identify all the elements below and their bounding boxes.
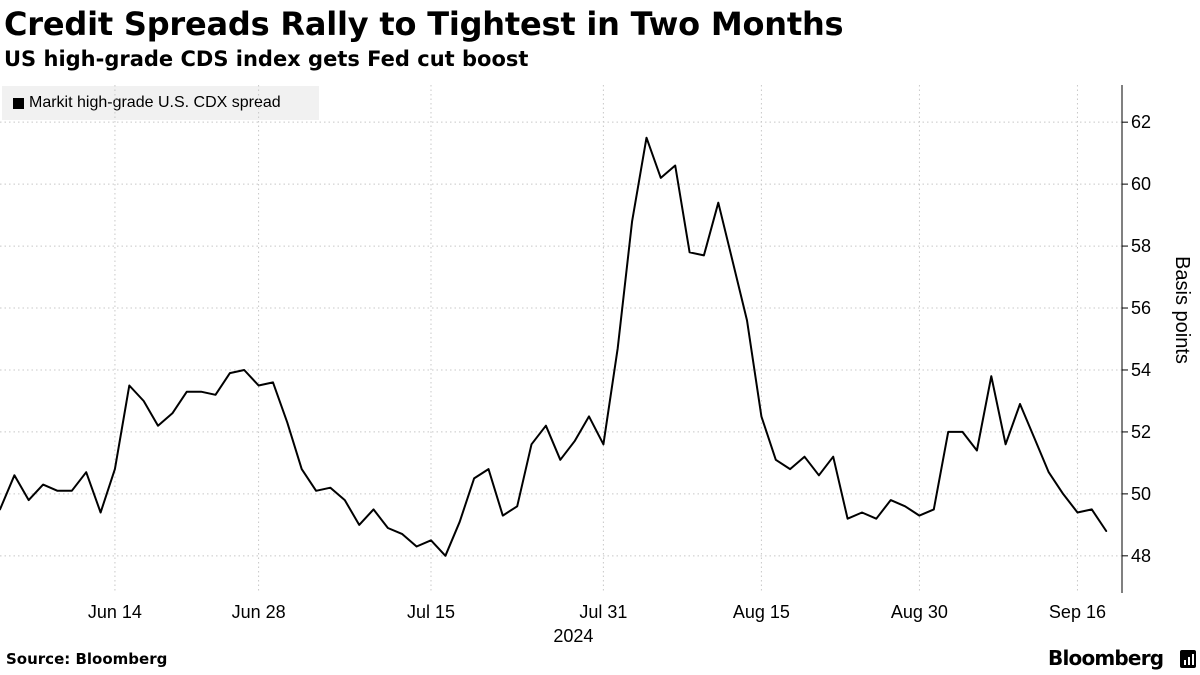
legend-label: Markit high-grade U.S. CDX spread — [29, 94, 281, 111]
x-tick-label: Jul 15 — [407, 602, 455, 622]
bloomberg-terminal-icon — [1180, 650, 1196, 668]
source-note: Source: Bloomberg — [6, 650, 168, 668]
x-tick-label: Sep 16 — [1049, 602, 1106, 622]
x-axis-year-label: 2024 — [553, 626, 593, 646]
x-tick-label: Aug 30 — [891, 602, 948, 622]
series-line-0 — [0, 136, 1108, 557]
axes: 48 50 52 54 56 58 60 62 Jun 14 Jun 28 Jul 15 Jul 3… — [88, 85, 1193, 646]
y-tick-label: 50 — [1131, 484, 1151, 504]
y-tick-label: 60 — [1131, 174, 1151, 194]
y-tick-label: 54 — [1131, 360, 1151, 380]
y-tick-label: 52 — [1131, 422, 1151, 442]
y-tick-label: 56 — [1131, 298, 1151, 318]
legend: Markit high-grade U.S. CDX spread — [2, 86, 319, 120]
y-axis-label: Basis points — [1171, 256, 1193, 364]
x-tick-label: Jun 28 — [232, 602, 286, 622]
legend-swatch-icon — [13, 97, 24, 109]
series — [0, 136, 1108, 557]
x-tick-label: Jun 14 — [88, 602, 142, 622]
brand-logo: Bloomberg — [1048, 646, 1164, 670]
x-tick-label: Jul 31 — [579, 602, 627, 622]
grid — [0, 85, 1122, 593]
y-tick-label: 48 — [1131, 546, 1151, 566]
y-tick-label: 58 — [1131, 236, 1151, 256]
y-axis-ticks: 48 50 52 54 56 58 60 62 — [1122, 112, 1151, 566]
x-axis-ticks: Jun 14 Jun 28 Jul 15 Jul 31 Aug 15 Aug 30 Sep … — [88, 602, 1106, 622]
y-tick-label: 62 — [1131, 112, 1151, 132]
chart-subtitle: US high-grade CDS index gets Fed cut boo… — [4, 47, 529, 71]
x-tick-label: Aug 15 — [733, 602, 790, 622]
chart-title: Credit Spreads Rally to Tightest in Two … — [4, 5, 844, 43]
